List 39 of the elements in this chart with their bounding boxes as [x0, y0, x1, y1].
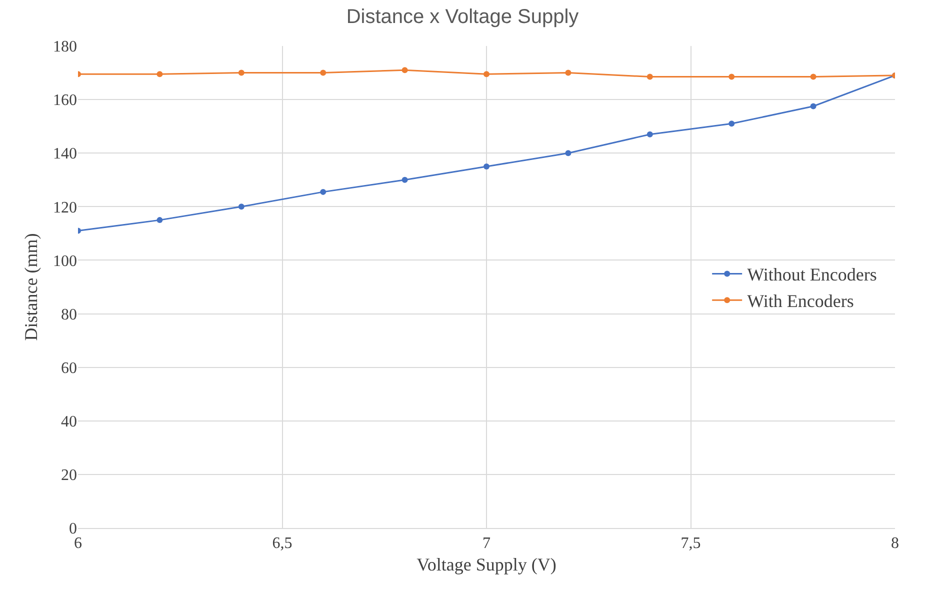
point [238, 70, 244, 76]
line-series [78, 67, 895, 80]
point [728, 74, 735, 80]
point [402, 67, 408, 74]
point [565, 150, 572, 156]
point [565, 70, 572, 76]
y-tick-label: 60 [61, 360, 77, 377]
y-tick-label: 80 [61, 306, 77, 324]
point [156, 71, 163, 78]
y-tick-label: 40 [61, 413, 77, 430]
y-tick-label: 100 [53, 252, 77, 270]
legend-label: With Encoders [747, 291, 854, 312]
y-tick-label: 120 [53, 199, 77, 216]
y-axis-title: Distance (mm) [21, 233, 42, 341]
point [156, 217, 163, 224]
y-tick-label: 180 [53, 38, 77, 56]
y-tick-label: 140 [53, 146, 77, 163]
point [238, 204, 244, 210]
point [810, 103, 816, 110]
x-tick-label: 6,5 [272, 535, 292, 552]
point [484, 164, 490, 170]
x-tick-label: 8 [891, 535, 899, 552]
point [402, 176, 408, 183]
point [320, 70, 326, 76]
point [484, 71, 490, 78]
x-tick-label: 7 [482, 535, 490, 552]
legend-label: Without Encoders [747, 264, 877, 285]
point [646, 74, 653, 80]
chart-title: Distance x Voltage Supply [346, 6, 579, 28]
x-tick-label: 7,5 [680, 535, 701, 552]
point [728, 120, 735, 127]
x-tick-label: 6 [74, 535, 82, 552]
point [810, 74, 816, 80]
y-tick-label: 20 [61, 467, 77, 484]
x-axis-title: Voltage Supply (V) [416, 554, 556, 574]
point [320, 188, 326, 195]
point [646, 131, 653, 138]
y-tick-label: 0 [69, 520, 77, 538]
y-tick-label: 160 [53, 92, 77, 110]
